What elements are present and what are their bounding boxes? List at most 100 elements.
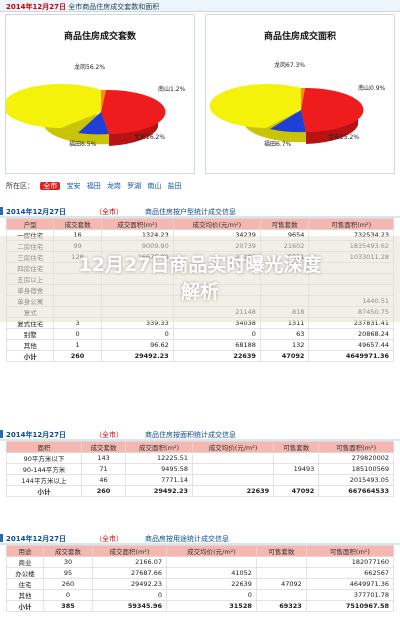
table-cell: 29492.23 <box>125 485 194 497</box>
header-date: 2014年12月27日 <box>6 3 66 11</box>
pie-chart-area: 商品住房成交面积 龙岗67.3% 南山0.9% 宝安25.2% 福田6.7% <box>205 14 395 174</box>
section-marker <box>0 534 3 542</box>
overlay-line2: 解析 <box>180 281 219 303</box>
col-header: 可售面积(m²) <box>308 218 394 230</box>
table-cell: 47092 <box>255 578 307 590</box>
table-row: 其他 1 96.62 68188 132 49657.44 <box>5 339 394 351</box>
pie-svg-units <box>6 84 166 146</box>
table-cell: 7510967.58 <box>305 600 395 612</box>
pie-label-longgang: 龙岗56.2% <box>74 64 106 71</box>
table-area: 面积 成交套数 成交面积(m²) 成交均价(元/m²) 可售套数 可售面积(m²… <box>6 441 394 497</box>
col-header: 成交面积(m²) <box>125 441 194 453</box>
charts-area: 商品住房成交套数 龙岗56.2% 南山1.2% 宝安26.2% 福田6.5% 商… <box>0 14 400 177</box>
table-cell: 1 <box>53 339 102 351</box>
pie-slice-longgang <box>6 84 101 128</box>
table-cell: 377701.78 <box>305 589 395 601</box>
table-cell: 279820002 <box>318 452 394 464</box>
pie-label-futian: 福田6.7% <box>264 141 292 148</box>
section-date: 2014年12月27日 <box>6 431 66 439</box>
table-cell: 385 <box>43 600 93 612</box>
table-cell: 69323 <box>255 600 307 612</box>
section-title: 商品房按用途统计成交信息 <box>145 535 229 543</box>
col-header: 成交均价(元/m²) <box>172 218 261 230</box>
section-marker <box>0 207 3 215</box>
table-cell: 662567 <box>305 567 395 579</box>
table-total-row: 小计 260 29492.23 22639 47092 4649971.36 <box>5 350 394 362</box>
table-cell: 2166.07 <box>91 556 168 568</box>
col-header: 可售套数 <box>255 545 307 557</box>
section-date: 2014年12月27日 <box>6 208 66 216</box>
table-cell: 49657.44 <box>308 339 394 351</box>
table-cell: 47092 <box>259 350 310 362</box>
table-total-row: 小计 385 59345.96 31528 69323 7510967.58 <box>5 600 395 612</box>
table-cell: 2015493.05 <box>318 474 394 486</box>
col-header: 可售套数 <box>273 441 320 453</box>
district-item-futian[interactable]: 福田 <box>86 182 101 190</box>
district-selected[interactable]: 全市 <box>40 182 61 190</box>
table-cell: 260 <box>53 350 102 362</box>
table-cell: 0 <box>91 589 168 601</box>
pie-chart-units: 商品住房成交套数 龙岗56.2% 南山1.2% 宝安26.2% 福田6.5% <box>5 14 195 174</box>
table-cell: 63 <box>259 328 310 340</box>
district-filter: 所在区： 全市 宝安 福田 龙岗 罗湖 南山 盐田 <box>0 181 400 193</box>
col-header: 可售面积(m²) <box>318 441 394 453</box>
table-cell: 41052 <box>166 567 257 579</box>
table-cell: 0 <box>166 589 257 601</box>
section-header: 2014年12月27日 （全市） 商品住房按户型统计成交信息 <box>0 204 400 218</box>
section-title: 商品住房按户型统计成交信息 <box>145 208 236 216</box>
col-header: 成交均价(元/m²) <box>166 545 257 557</box>
table-row: 144平方米以上 46 7771.14 2015493.05 <box>6 474 394 486</box>
table-cell: 0 <box>172 328 261 340</box>
district-item-nanshan[interactable]: 南山 <box>147 182 162 190</box>
table-cell: 4649971.36 <box>305 578 395 590</box>
pie-label-nanshan: 南山0.9% <box>358 85 386 92</box>
table-cell: 27687.66 <box>91 567 168 579</box>
table-cell: 31528 <box>166 600 257 612</box>
table-cell: 0 <box>53 328 102 340</box>
col-header: 成交套数 <box>80 441 127 453</box>
table-cell: 办公楼 <box>5 567 45 579</box>
table-use: 用途 成交套数 成交面积(m²) 成交均价(元/m²) 可售套数 可售面积(m²… <box>5 545 395 612</box>
table-row: 商业 30 2166.07 182077160 <box>5 556 395 568</box>
table-row: 别墅 0 0 0 63 20868.24 <box>5 328 394 340</box>
header-desc: 全市商品住房成交套数和面积 <box>68 3 160 11</box>
table-cell: 4649971.36 <box>308 350 394 362</box>
col-header: 成交套数 <box>43 545 93 557</box>
section-by-use: 2014年12月27日 （全市） 商品房按用途统计成交信息 用途 成交套数 成交… <box>0 531 400 612</box>
col-header: 成交面积(m²) <box>100 218 174 230</box>
table-cell: 68188 <box>172 339 261 351</box>
district-item-longgang[interactable]: 龙岗 <box>106 182 121 190</box>
table-cell: 0 <box>100 328 174 340</box>
table-cell: 144平方米以上 <box>6 474 82 486</box>
pie-slice-baoan <box>301 87 364 132</box>
table-cell <box>255 556 307 568</box>
district-item-yantian[interactable]: 盐田 <box>167 182 182 190</box>
pie-slice-longgang <box>209 84 301 128</box>
district-label: 所在区： <box>6 182 34 190</box>
table-row: 办公楼 95 27687.66 41052 662567 <box>5 567 395 579</box>
col-header: 可售面积(m²) <box>305 545 395 557</box>
table-cell: 95 <box>43 567 93 579</box>
table-cell: 其他 <box>5 589 45 601</box>
district-item-baoan[interactable]: 宝安 <box>66 182 81 190</box>
table-cell: 0 <box>43 589 93 601</box>
table-cell: 9495.58 <box>125 463 194 475</box>
section-marker <box>0 430 3 438</box>
table-cell: 132 <box>259 339 310 351</box>
table-cell: 96.62 <box>100 339 174 351</box>
table-cell: 小计 <box>5 350 55 362</box>
col-header: 可售套数 <box>259 218 310 230</box>
table-cell: 90平方米以下 <box>6 452 82 464</box>
table-cell: 22639 <box>172 350 261 362</box>
pie-slice-baoan <box>101 89 166 134</box>
table-cell: 71 <box>80 463 127 475</box>
table-cell <box>192 474 275 486</box>
section-title: 商品住房按面积统计成交信息 <box>145 431 236 439</box>
col-header: 成交套数 <box>53 218 102 230</box>
table-cell <box>273 474 320 486</box>
table-cell: 260 <box>80 485 127 497</box>
table-cell: 19493 <box>273 463 320 475</box>
district-item-luohu[interactable]: 罗湖 <box>127 182 142 190</box>
table-row: 其他 0 0 0 377701.78 <box>5 589 395 601</box>
pie-slice-nanshan <box>101 89 106 112</box>
